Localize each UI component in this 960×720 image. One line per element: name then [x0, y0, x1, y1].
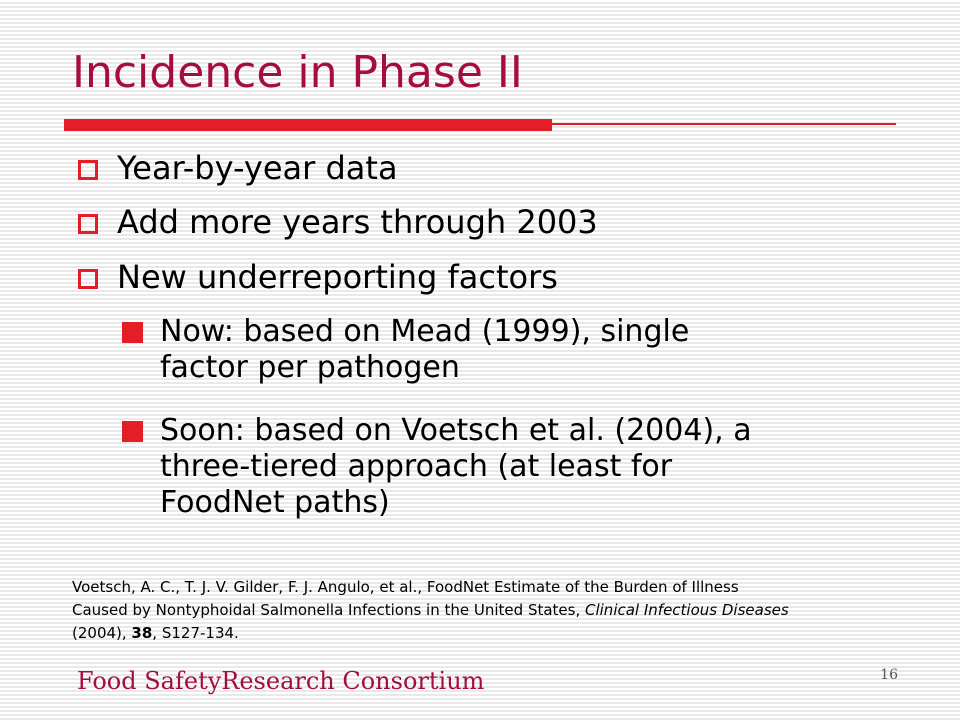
reference-line: Caused by Nontyphoidal Salmonella Infect…: [72, 599, 892, 622]
reference-title-cont: Caused by Nontyphoidal Salmonella Infect…: [72, 601, 585, 619]
reference-journal: Clinical Infectious Diseases: [585, 601, 789, 619]
reference-year: (2004),: [72, 624, 132, 642]
title-underline-thin: [552, 123, 896, 125]
reference-pages: , S127-134.: [152, 624, 239, 642]
sub-bullet-text: Now: based on Mead (1999), single factor…: [160, 314, 900, 386]
bullet-text: Year-by-year data: [117, 149, 398, 187]
slide-title: Incidence in Phase II: [72, 47, 523, 98]
filled-square-icon: [122, 322, 143, 343]
sub-bullet-line: factor per pathogen: [160, 350, 460, 385]
page-number: 16: [880, 667, 898, 683]
reference-line: Voetsch, A. C., T. J. V. Gilder, F. J. A…: [72, 578, 739, 596]
footer-organization: Food SafetyResearch Consortium: [77, 667, 485, 695]
sub-bullet-line: Soon: based on Voetsch et al. (2004), a: [160, 413, 752, 448]
sub-bullet-line: three-tiered approach (at least for: [160, 449, 673, 484]
hollow-square-icon: [78, 269, 98, 289]
filled-square-icon: [122, 421, 143, 442]
bullet-text: New underreporting factors: [117, 258, 558, 296]
hollow-square-icon: [78, 160, 98, 180]
hollow-square-icon: [78, 214, 98, 234]
bullet-text: Add more years through 2003: [117, 203, 598, 241]
title-underline-thick: [64, 119, 552, 131]
sub-bullet-text: Soon: based on Voetsch et al. (2004), a …: [160, 413, 900, 521]
sub-bullet-line: FoodNet paths): [160, 485, 390, 520]
reference-citation: Voetsch, A. C., T. J. V. Gilder, F. J. A…: [72, 576, 892, 645]
reference-volume: 38: [131, 624, 153, 642]
reference-line: (2004), 38, S127-134.: [72, 622, 892, 645]
sub-bullet-line: Now: based on Mead (1999), single: [160, 314, 690, 349]
